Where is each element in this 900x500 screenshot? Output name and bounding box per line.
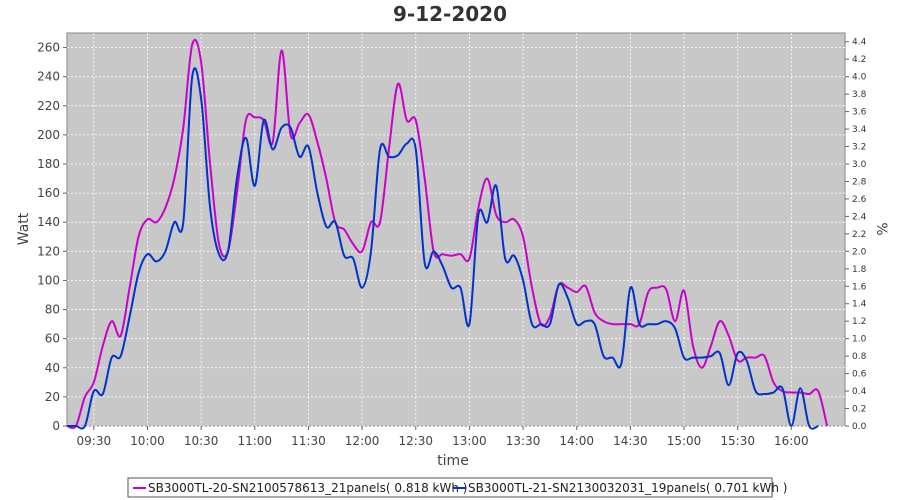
legend-box [127,477,773,498]
y2-axis-ticks: 0.0 0.2 0.4 0.6 0.8 1.0 1.2 1.4 1.6 1.8 2.0 2.2 2.4 2… [845,38,867,432]
x-tick-label: 13:00 [452,434,487,448]
x-tick-label: 11:00 [237,434,272,448]
x-tick-label: 15:00 [667,434,702,448]
y2-tick-label: 0.2 [852,405,866,415]
y2-tick-label: 0.8 [852,352,867,362]
y2-tick-label: 2.8 [852,177,867,187]
y-tick-label: 200 [37,128,60,142]
y2-tick-label: 1.4 [852,300,867,310]
y2-tick-label: 2.2 [852,230,866,240]
legend-label-series-1: SB3000TL-20-SN2100578613_21panels( 0.818… [148,481,467,495]
x-tick-label: 15:30 [720,434,755,448]
y-tick-label: 100 [37,273,60,287]
x-tick-label: 10:00 [130,434,165,448]
x-axis-ticks: 09:30 10:00 10:30 11:00 11:30 12:00 12:30 13:00… [77,426,809,448]
x-tick-label: 13:30 [506,434,541,448]
y2-tick-label: 1.0 [852,335,867,345]
y2-tick-label: 3.8 [852,90,867,100]
y2-tick-label: 3.6 [852,108,867,118]
y2-tick-label: 2.6 [852,195,867,205]
y2-tick-label: 4.2 [852,55,866,65]
y2-tick-label: 2.0 [852,247,867,257]
y2-tick-label: 1.6 [852,282,867,292]
chart-title: 9-12-2020 [393,2,507,26]
y2-tick-label: 1.8 [852,265,867,275]
y2-tick-label: 1.2 [852,317,866,327]
y-tick-label: 60 [45,332,60,346]
y-axis-ticks: 0 20 40 60 80 100 120 140 160 180 200 220 240 260 [37,41,67,433]
y-tick-label: 180 [37,157,60,171]
y2-tick-label: 2.4 [852,212,867,222]
y-tick-label: 240 [37,70,60,84]
y2-tick-label: 0.6 [852,370,867,380]
y-tick-label: 80 [45,303,60,317]
x-tick-label: 16:00 [774,434,809,448]
x-tick-label: 12:00 [345,434,380,448]
y-tick-label: 0 [52,419,60,433]
y-axis-label: Watt [16,212,32,245]
y-tick-label: 160 [37,186,60,200]
series-lines [66,38,829,430]
y-tick-label: 140 [37,215,60,229]
x-axis-label: time [437,453,469,469]
y2-tick-label: 4.4 [852,38,867,48]
y2-tick-label: 3.0 [852,160,867,170]
y2-tick-label: 0.4 [852,387,867,397]
y-tick-label: 260 [37,41,60,55]
series-line-1 [66,38,829,430]
y-tick-label: 220 [37,99,60,113]
x-tick-label: 09:30 [77,434,112,448]
y2-tick-label: 0.0 [852,422,867,432]
y-tick-label: 20 [45,390,60,404]
x-tick-label: 14:30 [613,434,648,448]
x-tick-label: 14:00 [559,434,594,448]
plot-background [66,32,846,427]
x-tick-label: 11:30 [291,434,326,448]
x-tick-label: 10:30 [184,434,219,448]
y2-tick-label: 3.2 [852,143,866,153]
y-tick-label: 40 [45,361,60,375]
y2-tick-label: 4.0 [852,73,867,83]
y2-tick-label: 3.4 [852,125,867,135]
grid-lines [67,33,845,427]
y2-axis-label: % [873,222,889,235]
y-tick-label: 120 [37,244,60,258]
series-line-2 [67,67,819,430]
legend-label-series-2: SB3000TL-21-SN2130032031_19panels( 0.701… [468,481,787,495]
x-tick-label: 12:30 [398,434,433,448]
